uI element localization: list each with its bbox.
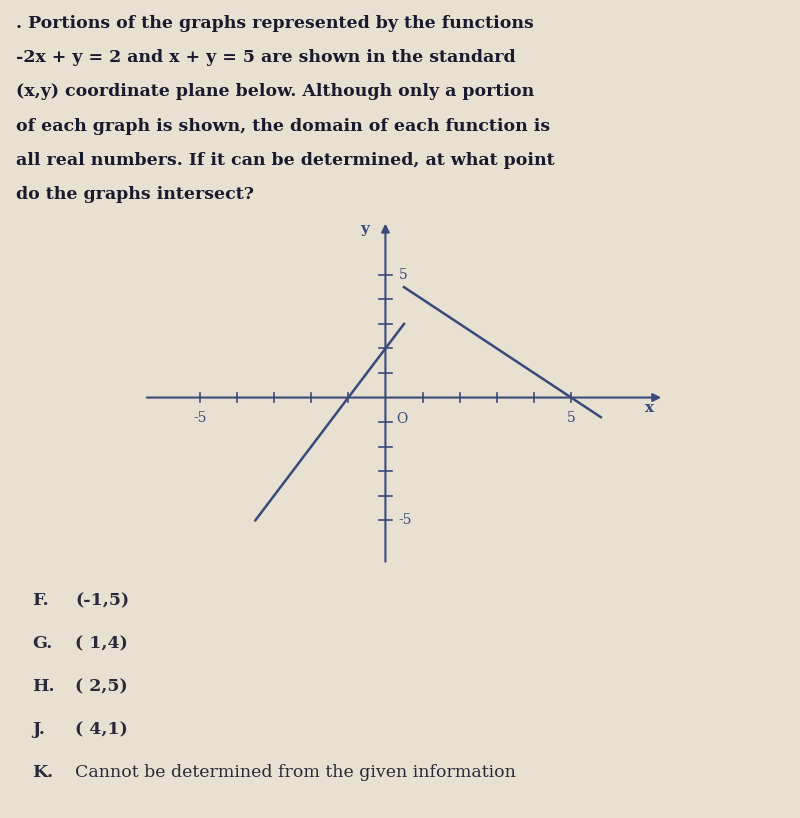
Text: y: y — [361, 222, 370, 236]
Text: O: O — [397, 412, 408, 426]
Text: -2x + y = 2 and x + y = 5 are shown in the standard: -2x + y = 2 and x + y = 5 are shown in t… — [16, 49, 515, 66]
Text: -5: -5 — [398, 513, 412, 528]
Text: -5: -5 — [193, 411, 206, 425]
Text: J.: J. — [32, 721, 45, 738]
Text: all real numbers. If it can be determined, at what point: all real numbers. If it can be determine… — [16, 152, 554, 169]
Text: x: x — [645, 402, 654, 416]
Text: ( 2,5): ( 2,5) — [75, 678, 128, 695]
Text: ( 4,1): ( 4,1) — [75, 721, 128, 738]
Text: (x,y) coordinate plane below. Although only a portion: (x,y) coordinate plane below. Although o… — [16, 83, 534, 101]
Text: . Portions of the graphs represented by the functions: . Portions of the graphs represented by … — [16, 15, 534, 32]
Text: 5: 5 — [398, 267, 407, 282]
Text: do the graphs intersect?: do the graphs intersect? — [16, 186, 254, 203]
Text: H.: H. — [32, 678, 54, 695]
Text: G.: G. — [32, 635, 52, 652]
Text: of each graph is shown, the domain of each function is: of each graph is shown, the domain of ea… — [16, 118, 550, 134]
Text: (-1,5): (-1,5) — [75, 592, 130, 609]
Text: ( 1,4): ( 1,4) — [75, 635, 128, 652]
Text: K.: K. — [32, 764, 53, 781]
Text: F.: F. — [32, 592, 48, 609]
Text: 5: 5 — [566, 411, 575, 425]
Text: Cannot be determined from the given information: Cannot be determined from the given info… — [75, 764, 516, 781]
